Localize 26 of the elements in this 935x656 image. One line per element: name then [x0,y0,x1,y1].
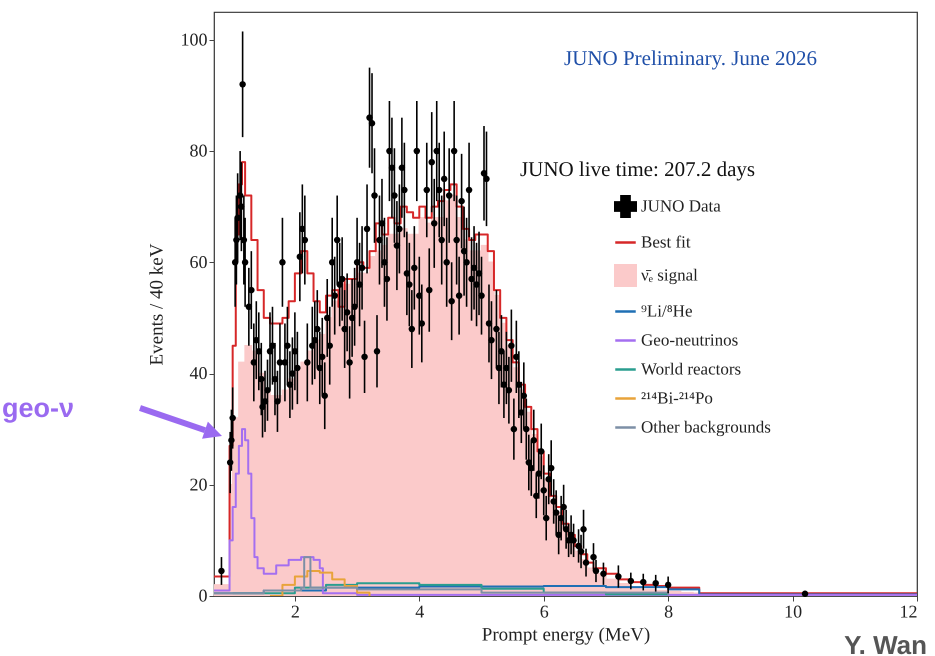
x-axis-title: Prompt energy (MeV) [482,624,650,646]
y-tick-label: 60 [190,252,208,272]
legend-label: Other backgrounds [641,418,771,436]
legend-label: JUNO Data [641,196,722,216]
text: JUNO Preliminary. June 2026 [564,46,817,70]
y-tick-label: 80 [190,140,208,161]
x-tick-label: 12 [900,602,918,622]
annotation: JUNO live time: 207.2 days [520,157,756,181]
legend-label: ν̄ₑ signal [641,266,698,284]
legend-label: ⁹Li/⁸He [641,302,693,320]
y-tick-label: 100 [180,29,208,50]
text: geo-ν [2,393,74,423]
text: Y. Wan [844,630,927,656]
legend-label: Geo-neutrinos [641,330,738,350]
y-tick-label: 0 [198,586,208,606]
y-tick-label: 20 [190,474,208,494]
legend-label: World reactors [641,360,742,378]
y-axis-title: Events / 40 keV [146,243,168,366]
y-tick-label: 40 [190,363,208,384]
legend-label: Best fit [641,232,691,252]
x-tick-label: 8 [664,602,674,622]
legend-label: ²¹⁴Bi-²¹⁴Po [641,388,713,408]
x-tick-label: 2 [290,602,300,622]
x-tick-label: 6 [540,602,549,622]
x-tick-label: 4 [415,602,424,622]
x-tick-label: 10 [784,602,802,622]
